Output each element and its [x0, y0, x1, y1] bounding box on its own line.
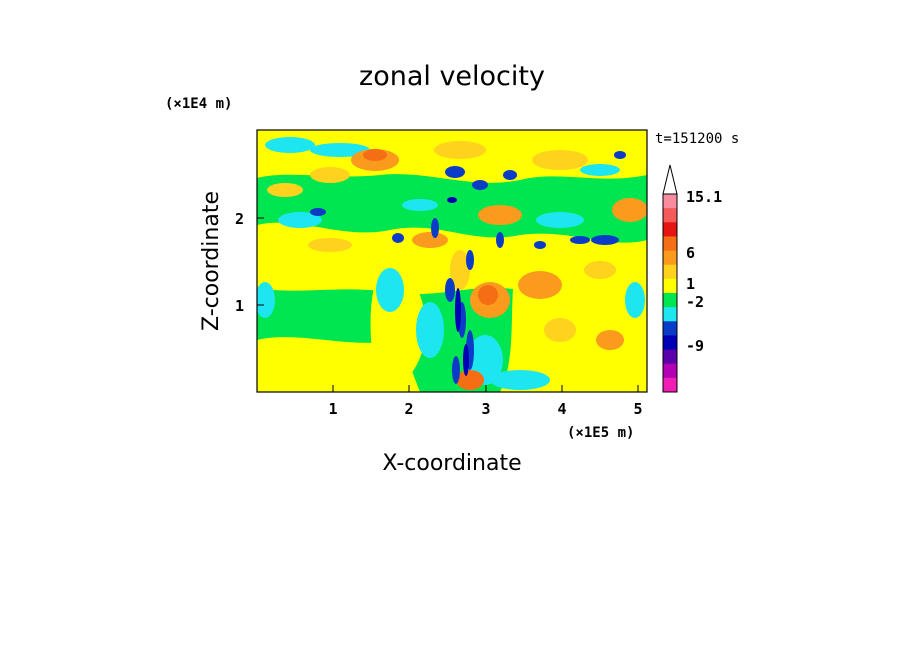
colorbar-swatch	[663, 349, 677, 365]
y-axis-ticks: 1 2	[235, 210, 264, 315]
positive-patch	[456, 370, 484, 390]
time-label: t=151200 s	[655, 131, 739, 147]
positive-patch	[450, 250, 470, 290]
very-negative-streak	[463, 344, 469, 376]
negative-patch	[257, 282, 275, 318]
strong-negative-streak	[452, 356, 460, 384]
positive-patch	[612, 198, 647, 222]
field-region	[500, 238, 647, 392]
positive-patch	[478, 285, 498, 305]
positive-patch	[518, 271, 562, 299]
positive-patch	[267, 183, 303, 197]
x-unit-label: (×1E5 m)	[567, 425, 634, 441]
y-tick-label: 2	[235, 210, 244, 228]
x-axis-label: X-coordinate	[382, 451, 521, 476]
colorbar-label: 1	[686, 275, 695, 293]
colorbar-swatch	[663, 293, 677, 308]
positive-patch	[412, 232, 448, 248]
x-tick-label: 4	[557, 400, 566, 418]
negative-patch	[416, 302, 444, 358]
negative-patch	[625, 282, 645, 318]
positive-patch	[584, 261, 616, 279]
positive-patch	[308, 238, 352, 252]
colorbar-label: 15.1	[686, 188, 722, 206]
velocity-field	[257, 130, 647, 392]
colorbar-swatch	[663, 194, 677, 209]
very-negative-streak	[455, 288, 461, 332]
positive-patch	[434, 141, 486, 159]
colorbar-swatch	[663, 377, 677, 393]
x-tick-label: 1	[328, 400, 337, 418]
colorbar-swatch	[663, 236, 677, 252]
colorbar-label: -2	[686, 293, 704, 311]
strong-negative-streak	[496, 232, 504, 248]
negative-patch	[402, 199, 438, 211]
negative-patch	[580, 164, 620, 176]
negative-patch	[265, 137, 315, 153]
strong-negative-streak	[591, 235, 619, 245]
plot-frame	[256, 129, 648, 393]
positive-patch	[532, 150, 588, 170]
strong-negative-streak	[614, 151, 626, 159]
strong-negative-streak	[466, 250, 474, 270]
y-axis-label: Z-coordinate	[199, 191, 224, 331]
strong-negative-streak	[445, 278, 455, 302]
strong-negative-streak	[445, 166, 465, 178]
colorbar	[662, 164, 678, 393]
colorbar-swatch	[663, 335, 677, 351]
colorbar-arrow	[662, 164, 678, 195]
negative-patch	[536, 212, 584, 228]
very-negative-streak	[447, 197, 457, 203]
negative-patch	[490, 370, 550, 390]
colorbar-labels: 15.1 6 1 -2 -9	[686, 188, 722, 355]
strong-negative-streak	[472, 180, 488, 190]
negative-patch	[376, 268, 404, 312]
colorbar-label: -9	[686, 337, 704, 355]
colorbar-swatch	[663, 264, 677, 280]
colorbar-swatch	[663, 321, 677, 336]
strong-negative-streak	[431, 218, 439, 238]
colorbar-swatch	[663, 208, 677, 223]
y-unit-label: (×1E4 m)	[165, 96, 232, 112]
x-tick-label: 5	[633, 400, 642, 418]
negative-patch	[310, 143, 370, 157]
positive-patch	[544, 318, 576, 342]
colorbar-swatch	[663, 222, 677, 237]
colorbar-swatch	[663, 363, 677, 379]
colorbar-label: 6	[686, 244, 695, 262]
positive-patch	[310, 167, 350, 183]
strong-negative-streak	[392, 233, 404, 243]
colorbar-swatch	[663, 307, 677, 322]
x-axis-ticks: 1 2 3 4 5	[328, 385, 643, 418]
negative-patch	[278, 212, 322, 228]
x-tick-label: 3	[481, 400, 490, 418]
positive-patch	[478, 205, 522, 225]
colorbar-swatch	[663, 278, 677, 294]
x-tick-label: 2	[404, 400, 413, 418]
strong-negative-streak	[570, 236, 590, 244]
colorbar-frame	[662, 193, 678, 393]
strong-negative-streak	[503, 170, 517, 180]
positive-patch	[363, 149, 387, 161]
strong-negative-streak	[310, 208, 326, 216]
chart-title: zonal velocity	[359, 61, 545, 92]
y-tick-label: 1	[235, 297, 244, 315]
positive-patch	[596, 330, 624, 350]
strong-negative-streak	[534, 241, 546, 249]
colorbar-swatch	[663, 250, 677, 266]
